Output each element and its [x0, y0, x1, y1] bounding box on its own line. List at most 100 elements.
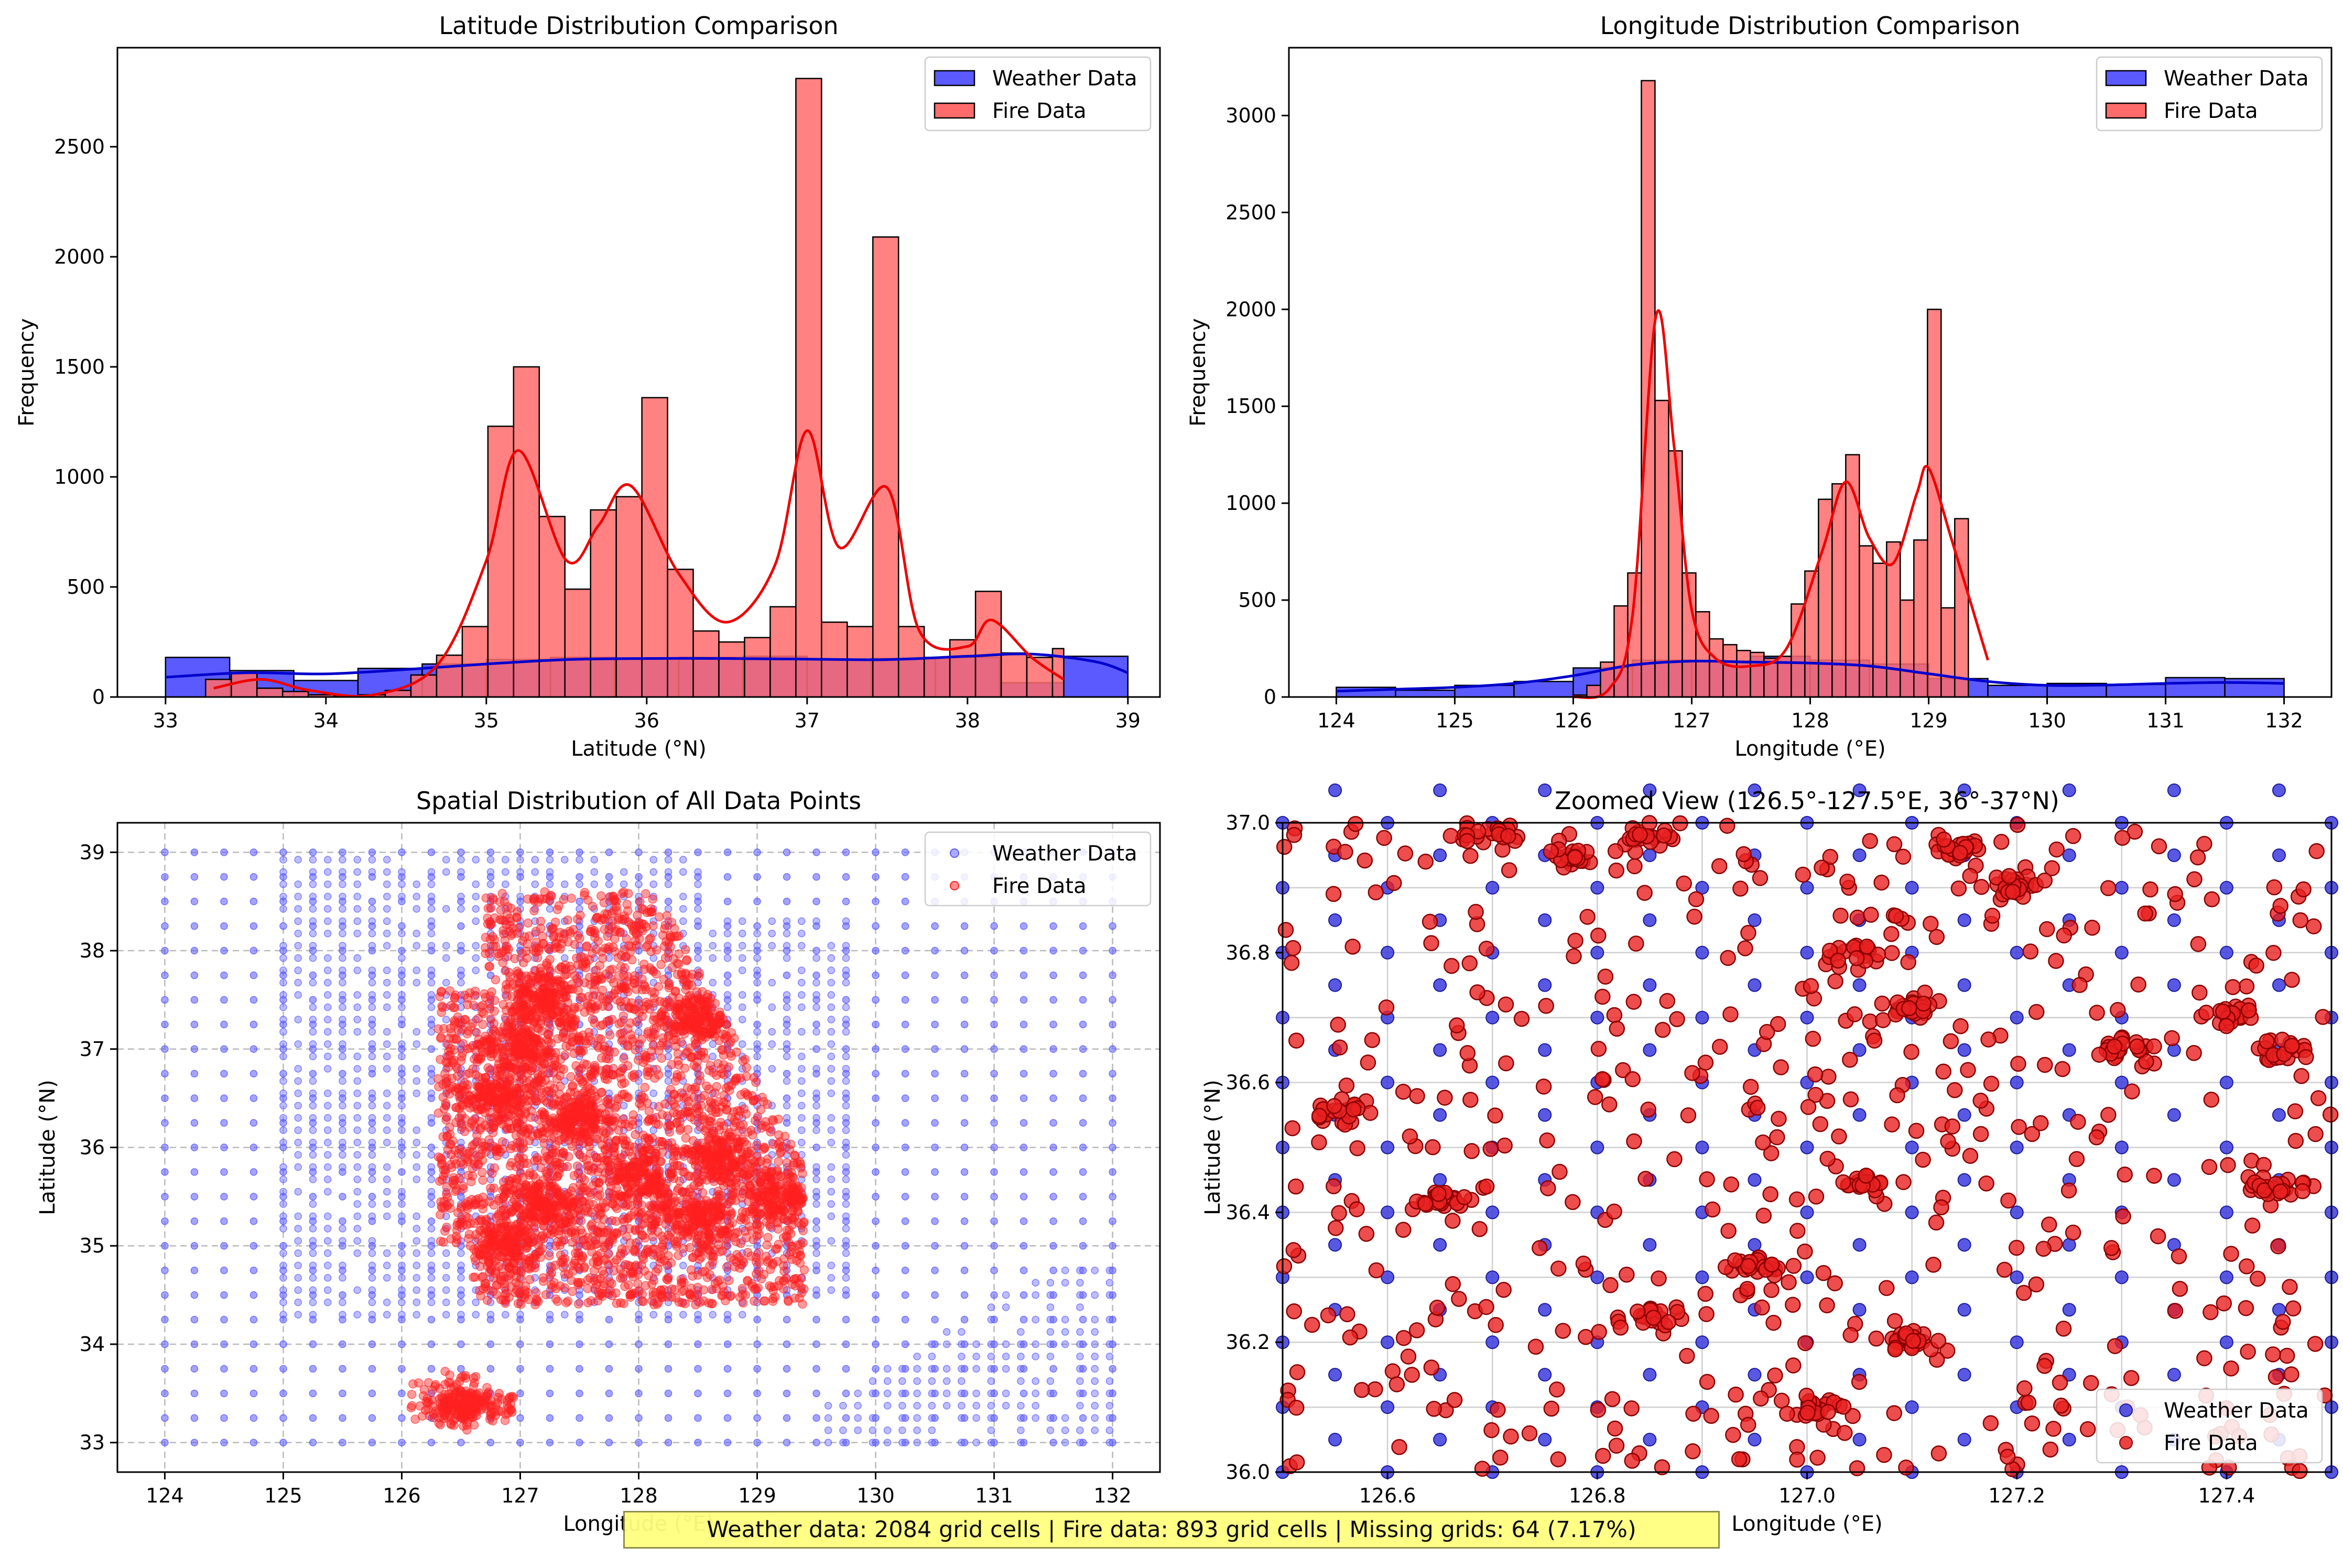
weather-point: [368, 1138, 376, 1147]
fire-point: [572, 1161, 582, 1171]
fire-point: [623, 1093, 633, 1103]
fire-point: [592, 1280, 601, 1290]
weather-point: [679, 1261, 687, 1270]
weather-point: [1079, 1193, 1087, 1201]
fire-point: [457, 1202, 466, 1212]
weather-point: [427, 1298, 436, 1306]
fire-point: [778, 1233, 788, 1243]
weather-point: [842, 1237, 850, 1245]
fire-point: [595, 1248, 605, 1258]
weather-point: [413, 905, 420, 913]
fire-point: [669, 932, 679, 941]
weather-point: [901, 996, 909, 1004]
fire-point: [795, 1247, 804, 1256]
weather-point: [842, 954, 850, 962]
weather-point: [309, 1311, 317, 1319]
weather-point: [190, 1020, 199, 1029]
weather-point: [827, 954, 836, 962]
longitude-histogram-panel: 124 125 126 127 128 129 130 131 1320500100015002…: [1186, 12, 2333, 761]
weather-point: [279, 1126, 287, 1134]
weather-point: [353, 1126, 361, 1134]
weather-point: [928, 1377, 936, 1385]
weather-point: [398, 966, 406, 974]
weather-point: [635, 1439, 643, 1446]
fire-point: [754, 1248, 764, 1258]
weather-point: [383, 1138, 391, 1147]
fire-point: [531, 1288, 541, 1298]
weather-point: [1046, 1279, 1055, 1287]
weather-point: [1019, 1315, 1028, 1324]
weather-point: [383, 1065, 391, 1073]
fire-point: [639, 1266, 649, 1276]
weather-point: [872, 1094, 880, 1102]
fire-point: [594, 1033, 603, 1043]
weather-point: [913, 1414, 921, 1422]
weather-point: [901, 1144, 909, 1151]
weather-point: [294, 1249, 302, 1257]
weather-point: [960, 971, 969, 979]
weather-point: [928, 1353, 936, 1360]
weather-point: [990, 1070, 998, 1077]
weather-point: [323, 1126, 332, 1134]
weather-point: [798, 942, 806, 950]
fire-bar: [847, 626, 874, 698]
weather-point: [368, 1286, 376, 1294]
fire-point: [731, 1074, 741, 1083]
weather-point: [723, 929, 732, 938]
x-tick-label: 129: [1910, 709, 1948, 732]
weather-point: [279, 1052, 287, 1061]
weather-point: [339, 868, 346, 876]
weather-point: [1019, 922, 1028, 930]
weather-point: [339, 1102, 346, 1109]
weather-point: [635, 1340, 643, 1348]
fire-point: [719, 1090, 729, 1100]
fire-point: [631, 936, 640, 945]
fire-point: [772, 1257, 782, 1266]
fire-point: [782, 1158, 792, 1168]
weather-bar: [2165, 677, 2226, 698]
weather-point: [250, 1340, 258, 1348]
weather-point: [812, 873, 820, 881]
weather-point: [1017, 1426, 1025, 1434]
weather-point: [398, 1126, 406, 1134]
y-axis-label: Frequency: [1186, 318, 1210, 427]
weather-point: [1105, 1377, 1114, 1385]
weather-point: [323, 1249, 332, 1257]
y-tick-label: 0: [1264, 685, 1276, 709]
weather-point: [842, 1052, 850, 1061]
weather-point: [739, 1311, 746, 1319]
weather-point: [220, 971, 228, 979]
weather-point: [812, 1126, 820, 1134]
fire-point: [573, 1299, 583, 1309]
fire-bar: [1791, 603, 1806, 698]
weather-point: [427, 1340, 436, 1348]
weather-point: [516, 1340, 524, 1348]
weather-point: [368, 1175, 376, 1183]
weather-point: [427, 966, 436, 974]
weather-point: [1046, 1303, 1055, 1311]
weather-point: [472, 954, 480, 962]
weather-point: [898, 1426, 906, 1434]
weather-point: [987, 1414, 995, 1422]
weather-point: [768, 929, 776, 938]
weather-point: [427, 1315, 436, 1324]
weather-point: [958, 1365, 966, 1373]
fire-kde-line: [1572, 309, 1989, 699]
fire-point: [617, 1273, 627, 1283]
weather-point: [635, 1311, 643, 1319]
weather-point: [783, 1040, 791, 1048]
fire-point: [572, 953, 581, 963]
weather-point: [560, 856, 569, 864]
weather-point: [339, 905, 346, 913]
weather-point: [901, 971, 909, 979]
weather-point: [427, 1090, 436, 1097]
fire-point: [545, 896, 555, 906]
weather-point: [872, 1168, 880, 1176]
fire-point: [588, 901, 598, 911]
weather-point: [913, 1439, 921, 1446]
fire-point: [725, 1292, 735, 1301]
weather-point: [339, 1261, 346, 1270]
fire-point: [477, 1138, 486, 1148]
weather-point: [457, 942, 465, 950]
weather-point: [398, 1298, 406, 1306]
